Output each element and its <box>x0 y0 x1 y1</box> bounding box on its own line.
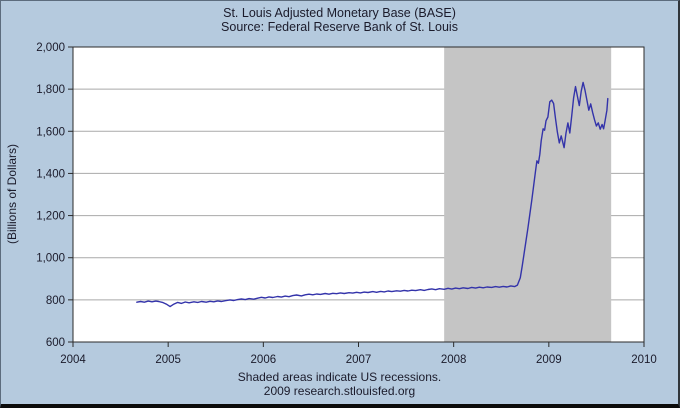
source-credit: 2009 research.stlouisfed.org <box>263 384 416 398</box>
x-tick-label: 2008 <box>441 354 467 366</box>
y-tick-label: 1,200 <box>36 211 65 223</box>
x-tick-label: 2010 <box>631 354 657 366</box>
y-tick-label: 1,800 <box>36 84 65 96</box>
recession-band <box>444 47 612 342</box>
recession-note: Shaded areas indicate US recessions. <box>237 370 442 384</box>
data-line <box>136 81 609 308</box>
y-tick-label: 1,000 <box>36 253 65 265</box>
y-tick-label: 800 <box>46 295 65 307</box>
chart-subtitle: Source: Federal Reserve Bank of St. Loui… <box>221 20 458 34</box>
y-tick-label: 1,600 <box>36 126 65 138</box>
x-tick-label: 2009 <box>536 354 562 366</box>
chart-title: St. Louis Adjusted Monetary Base (BASE) <box>223 6 456 20</box>
x-tick-label: 2005 <box>155 354 181 366</box>
y-tick-label: 2,000 <box>36 42 65 54</box>
y-tick-label: 1,400 <box>36 168 65 180</box>
y-tick-label: 600 <box>46 337 65 349</box>
x-tick-label: 2006 <box>251 354 277 366</box>
x-tick-label: 2007 <box>346 354 372 366</box>
x-tick-label: 2004 <box>60 354 86 366</box>
